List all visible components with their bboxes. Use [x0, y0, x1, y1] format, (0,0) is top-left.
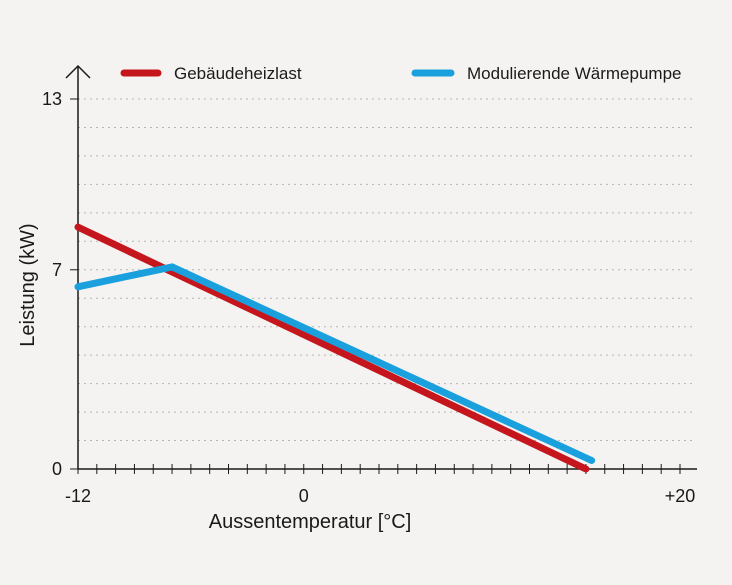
- y-axis-title: Leistung (kW): [17, 223, 39, 346]
- legend: Gebäudeheizlast Modulierende Wärmepumpe: [120, 64, 682, 83]
- legend-label-gebaeudeheizlast: Gebäudeheizlast: [174, 64, 302, 83]
- series-line-1: [74, 263, 596, 464]
- x-axis-title: Aussentemperatur [°C]: [209, 511, 412, 533]
- y-tick-label-1: 7: [52, 260, 62, 280]
- x-tick-label-1: 0: [299, 486, 309, 506]
- series-line-0: [74, 223, 590, 473]
- series-lines: [74, 223, 596, 473]
- x-tick-label-0: -12: [65, 486, 91, 506]
- y-tick-label-0: 0: [52, 459, 62, 479]
- legend-label-modulierende-waermepumpe: Modulierende Wärmepumpe: [467, 64, 682, 83]
- axes: [65, 64, 697, 470]
- tick-marks: [70, 98, 681, 474]
- x-tick-label-2: +20: [665, 486, 696, 506]
- y-axis-arrow-icon: [65, 64, 91, 79]
- y-tick-label-2: 13: [42, 89, 62, 109]
